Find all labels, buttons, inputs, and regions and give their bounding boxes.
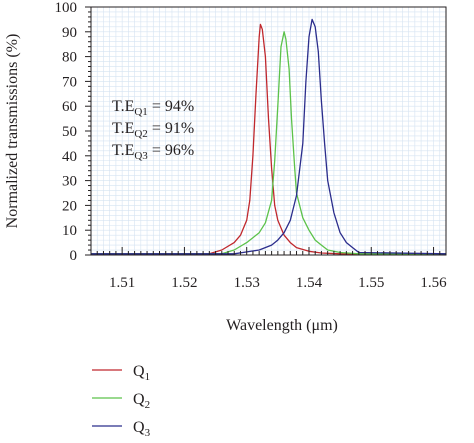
legend-label-q2: Q2	[133, 391, 150, 411]
y-axis-label: Normalized transmissions (%)	[4, 34, 21, 229]
y-tick-label: 30	[62, 174, 77, 190]
y-tick-label: 50	[62, 124, 77, 140]
legend-label-q3: Q3	[133, 419, 151, 439]
x-tick-label: 1.53	[234, 275, 260, 291]
y-tick-label: 70	[62, 74, 77, 90]
y-tick-label: 10	[62, 223, 77, 239]
y-axis: 0 10 20 30 40 50 60 70 80 90 100	[55, 0, 91, 264]
x-tick-label: 1.51	[109, 275, 135, 291]
y-tick-label: 40	[62, 149, 77, 165]
x-tick-label: 1.54	[296, 275, 323, 291]
annotation-te-q2: T.EQ2 = 91%	[112, 120, 194, 140]
annotation-te-q3: T.EQ3 = 96%	[112, 142, 194, 162]
y-tick-label: 80	[62, 50, 77, 66]
x-tick-label: 1.56	[420, 275, 447, 291]
legend: Q1 Q2 Q3	[92, 363, 151, 439]
x-tick-label: 1.52	[171, 275, 197, 291]
legend-label-q1: Q1	[133, 363, 150, 383]
y-tick-label: 60	[62, 99, 77, 115]
annotation-te-q1: T.EQ1 = 94%	[112, 98, 194, 118]
annotation-group: T.EQ1 = 94%T.EQ2 = 91%T.EQ3 = 96%	[112, 98, 194, 162]
y-tick-label: 90	[62, 25, 77, 41]
series-group	[91, 18, 447, 255]
y-tick-label: 100	[55, 0, 78, 16]
x-tick-label: 1.55	[358, 275, 384, 291]
series-line-q2	[91, 31, 446, 255]
x-axis-label: Wavelength (μm)	[226, 317, 338, 334]
series-line-q1	[91, 23, 446, 255]
x-axis: 1.51 1.52 1.53 1.54 1.55 1.56	[90, 247, 447, 291]
y-tick-label: 20	[62, 198, 77, 214]
series-line-q3	[91, 18, 447, 255]
y-tick-label: 0	[70, 248, 78, 264]
